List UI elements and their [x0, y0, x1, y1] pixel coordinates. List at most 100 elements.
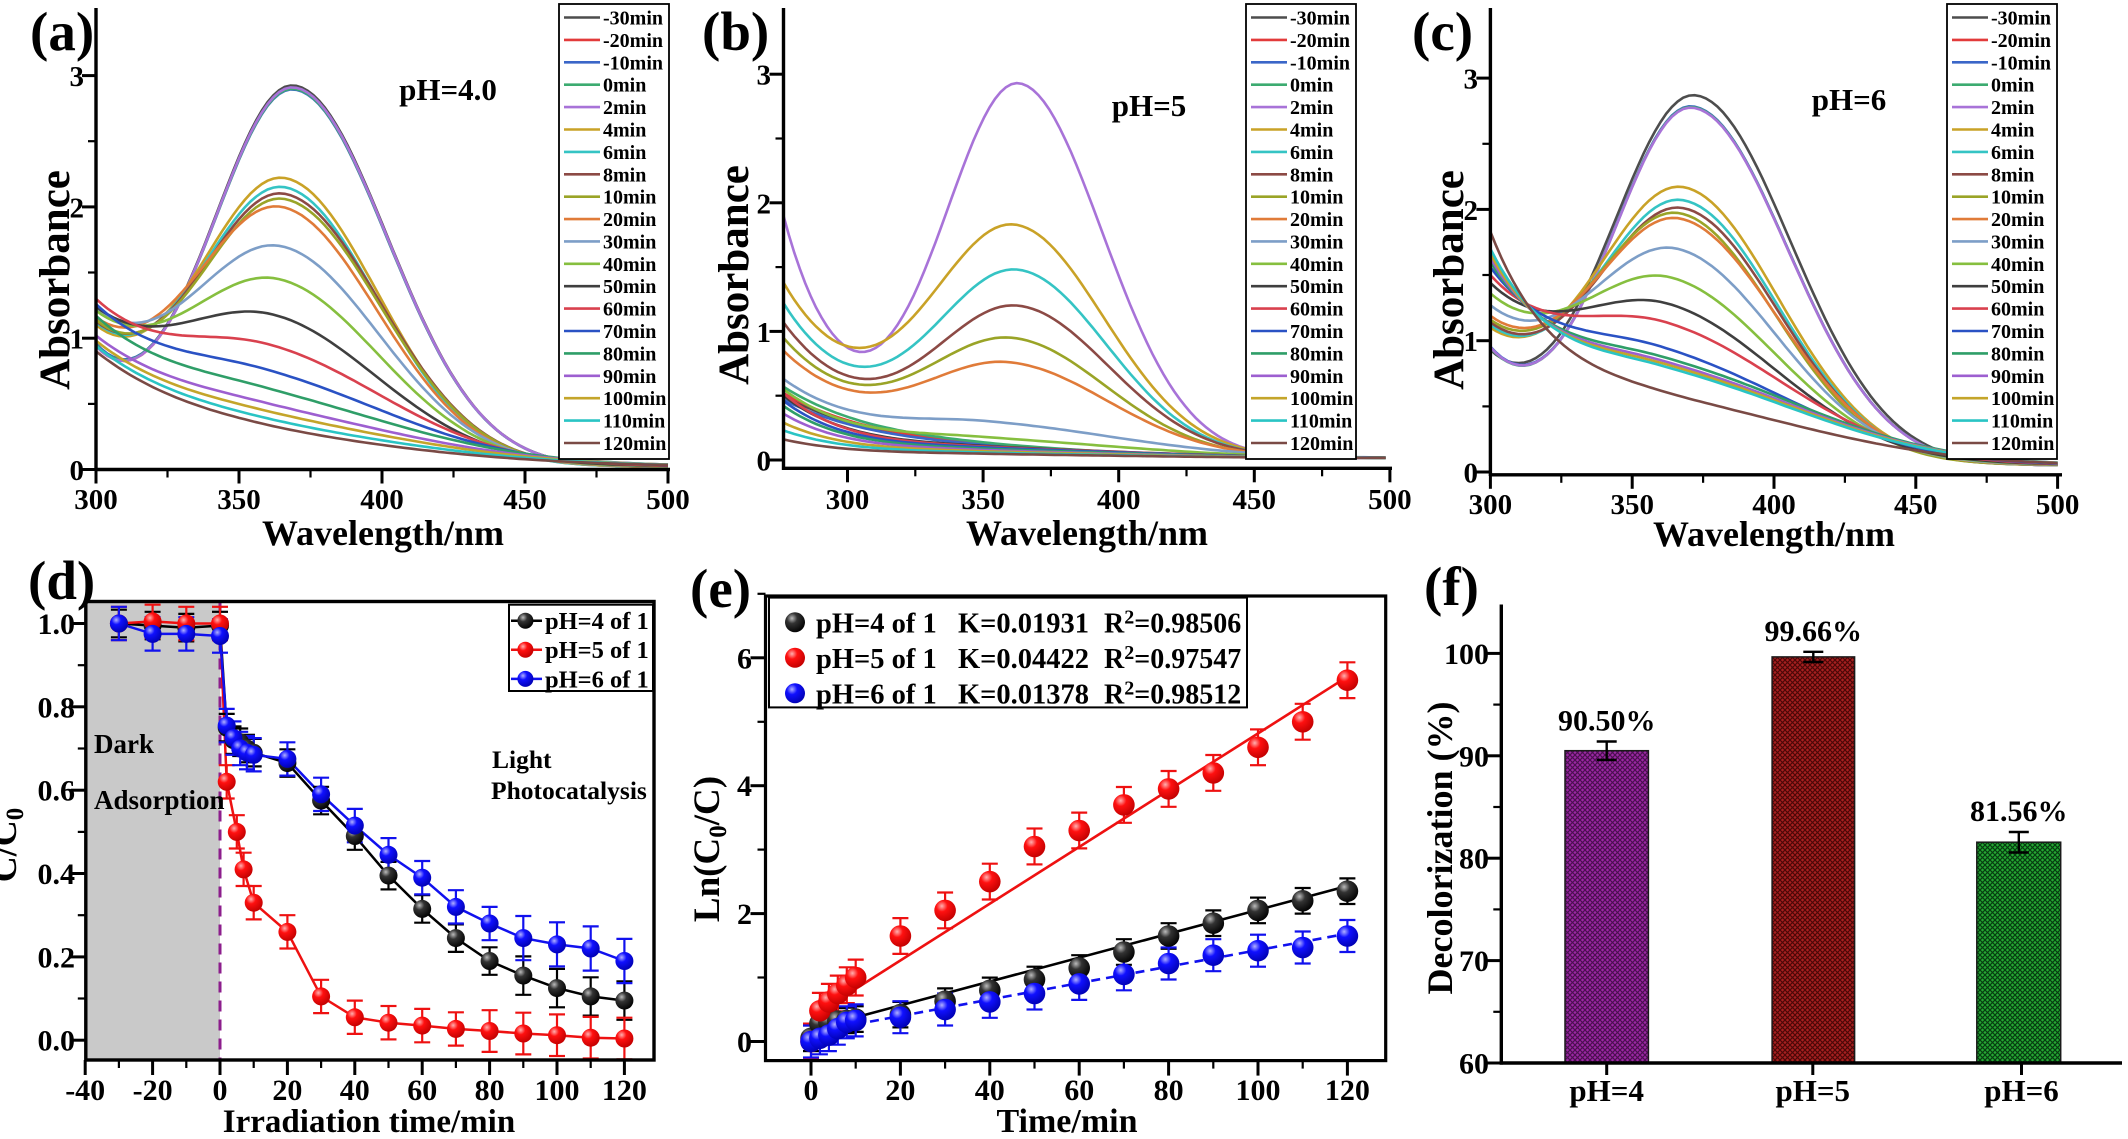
svg-text:pH=4.0: pH=4.0	[399, 72, 497, 107]
svg-text:450: 450	[1233, 484, 1277, 516]
svg-text:120min: 120min	[1290, 433, 1353, 455]
svg-text:pH=5: pH=5	[1112, 88, 1187, 123]
svg-text:8min: 8min	[1290, 164, 1333, 186]
svg-text:Wavelength/nm: Wavelength/nm	[1653, 514, 1895, 554]
svg-text:4min: 4min	[603, 120, 646, 142]
svg-text:100: 100	[535, 1074, 580, 1107]
svg-text:40: 40	[340, 1074, 370, 1107]
svg-text:50min: 50min	[1290, 276, 1343, 298]
svg-text:350: 350	[217, 484, 261, 516]
svg-text:0: 0	[1464, 458, 1479, 490]
svg-text:6min: 6min	[603, 142, 646, 164]
svg-text:K=0.01378: K=0.01378	[958, 679, 1089, 710]
svg-text:100: 100	[1236, 1074, 1281, 1107]
svg-text:0: 0	[757, 446, 772, 478]
svg-text:60: 60	[407, 1074, 437, 1107]
svg-text:pH=5 of 1: pH=5 of 1	[816, 644, 937, 675]
svg-text:90min: 90min	[1991, 366, 2044, 388]
svg-text:10min: 10min	[1290, 187, 1343, 209]
svg-text:2: 2	[70, 192, 85, 224]
svg-text:0.6: 0.6	[38, 775, 76, 808]
svg-text:90min: 90min	[1290, 366, 1343, 388]
svg-text:2: 2	[737, 898, 752, 931]
svg-text:80min: 80min	[603, 343, 656, 365]
svg-text:0min: 0min	[1991, 75, 2034, 97]
svg-text:90: 90	[1459, 740, 1489, 773]
svg-text:300: 300	[74, 484, 118, 516]
svg-text:80: 80	[1154, 1074, 1184, 1107]
svg-text:500: 500	[1368, 484, 1412, 516]
svg-text:4: 4	[737, 770, 752, 803]
svg-text:70min: 70min	[603, 321, 656, 343]
svg-text:300: 300	[1469, 489, 1513, 521]
svg-text:20: 20	[272, 1074, 302, 1107]
svg-text:400: 400	[360, 484, 404, 516]
svg-text:100: 100	[1444, 638, 1489, 671]
svg-text:3: 3	[757, 60, 772, 92]
svg-text:K=0.04422: K=0.04422	[958, 644, 1089, 675]
svg-text:20min: 20min	[1290, 209, 1343, 231]
svg-text:500: 500	[646, 484, 690, 516]
svg-text:0: 0	[804, 1074, 819, 1107]
svg-text:20min: 20min	[1991, 209, 2044, 231]
svg-text:100min: 100min	[603, 388, 666, 410]
svg-text:-10min: -10min	[1991, 52, 2051, 74]
svg-text:60: 60	[1459, 1048, 1489, 1081]
svg-text:pH=6 of 1: pH=6 of 1	[816, 679, 937, 710]
svg-text:80: 80	[475, 1074, 505, 1107]
svg-text:90min: 90min	[603, 366, 656, 388]
svg-text:(d): (d)	[28, 550, 95, 611]
svg-text:4min: 4min	[1991, 120, 2034, 142]
svg-text:4min: 4min	[1290, 120, 1333, 142]
svg-text:pH=5: pH=5	[1776, 1073, 1851, 1108]
svg-text:40min: 40min	[603, 254, 656, 276]
svg-text:0.2: 0.2	[38, 941, 76, 974]
svg-text:10min: 10min	[1991, 187, 2044, 209]
svg-text:3: 3	[70, 61, 85, 93]
svg-text:2min: 2min	[603, 97, 646, 119]
svg-text:Wavelength/nm: Wavelength/nm	[966, 513, 1208, 553]
svg-text:(e): (e)	[690, 558, 751, 619]
svg-text:120min: 120min	[603, 433, 666, 455]
svg-text:0: 0	[70, 455, 85, 487]
svg-text:(c): (c)	[1412, 1, 1473, 62]
svg-text:100min: 100min	[1991, 388, 2054, 410]
svg-text:Ln(C0/C): Ln(C0/C)	[687, 776, 732, 922]
svg-text:-10min: -10min	[1290, 52, 1350, 74]
svg-text:Absorbance: Absorbance	[711, 165, 758, 385]
svg-text:40min: 40min	[1290, 254, 1343, 276]
svg-text:70: 70	[1459, 945, 1489, 978]
svg-text:(a): (a)	[30, 1, 94, 62]
svg-text:20: 20	[885, 1074, 915, 1107]
svg-text:500: 500	[2036, 489, 2080, 521]
svg-text:Decolorization (%): Decolorization (%)	[1420, 702, 1460, 995]
svg-text:350: 350	[961, 484, 1005, 516]
svg-text:pH=6: pH=6	[1984, 1073, 2059, 1108]
svg-text:60: 60	[1064, 1074, 1094, 1107]
svg-text:50min: 50min	[603, 276, 656, 298]
svg-text:120min: 120min	[1991, 433, 2054, 455]
svg-text:Absorbance: Absorbance	[32, 170, 79, 390]
svg-text:pH=4: pH=4	[1569, 1073, 1644, 1108]
svg-text:Photocatalysis: Photocatalysis	[491, 776, 647, 805]
svg-text:-20min: -20min	[603, 30, 663, 52]
svg-text:90.50%: 90.50%	[1558, 705, 1656, 738]
svg-text:0.4: 0.4	[38, 858, 76, 891]
svg-text:Wavelength/nm: Wavelength/nm	[262, 513, 504, 553]
svg-text:1.0: 1.0	[38, 608, 76, 641]
svg-text:30min: 30min	[1290, 231, 1343, 253]
svg-text:100min: 100min	[1290, 388, 1353, 410]
svg-text:60min: 60min	[1290, 299, 1343, 321]
svg-text:70min: 70min	[1290, 321, 1343, 343]
svg-text:pH=5 of 1: pH=5 of 1	[545, 637, 649, 664]
svg-text:450: 450	[503, 484, 547, 516]
svg-text:pH=6 of 1: pH=6 of 1	[545, 666, 649, 693]
svg-text:(f): (f)	[1424, 556, 1479, 617]
svg-text:8min: 8min	[603, 164, 646, 186]
svg-text:0.0: 0.0	[38, 1025, 76, 1058]
svg-text:-20min: -20min	[1290, 30, 1350, 52]
svg-text:6: 6	[737, 642, 752, 675]
svg-text:80min: 80min	[1290, 343, 1343, 365]
svg-text:K=0.01931: K=0.01931	[958, 608, 1089, 639]
svg-text:-30min: -30min	[1290, 8, 1350, 30]
